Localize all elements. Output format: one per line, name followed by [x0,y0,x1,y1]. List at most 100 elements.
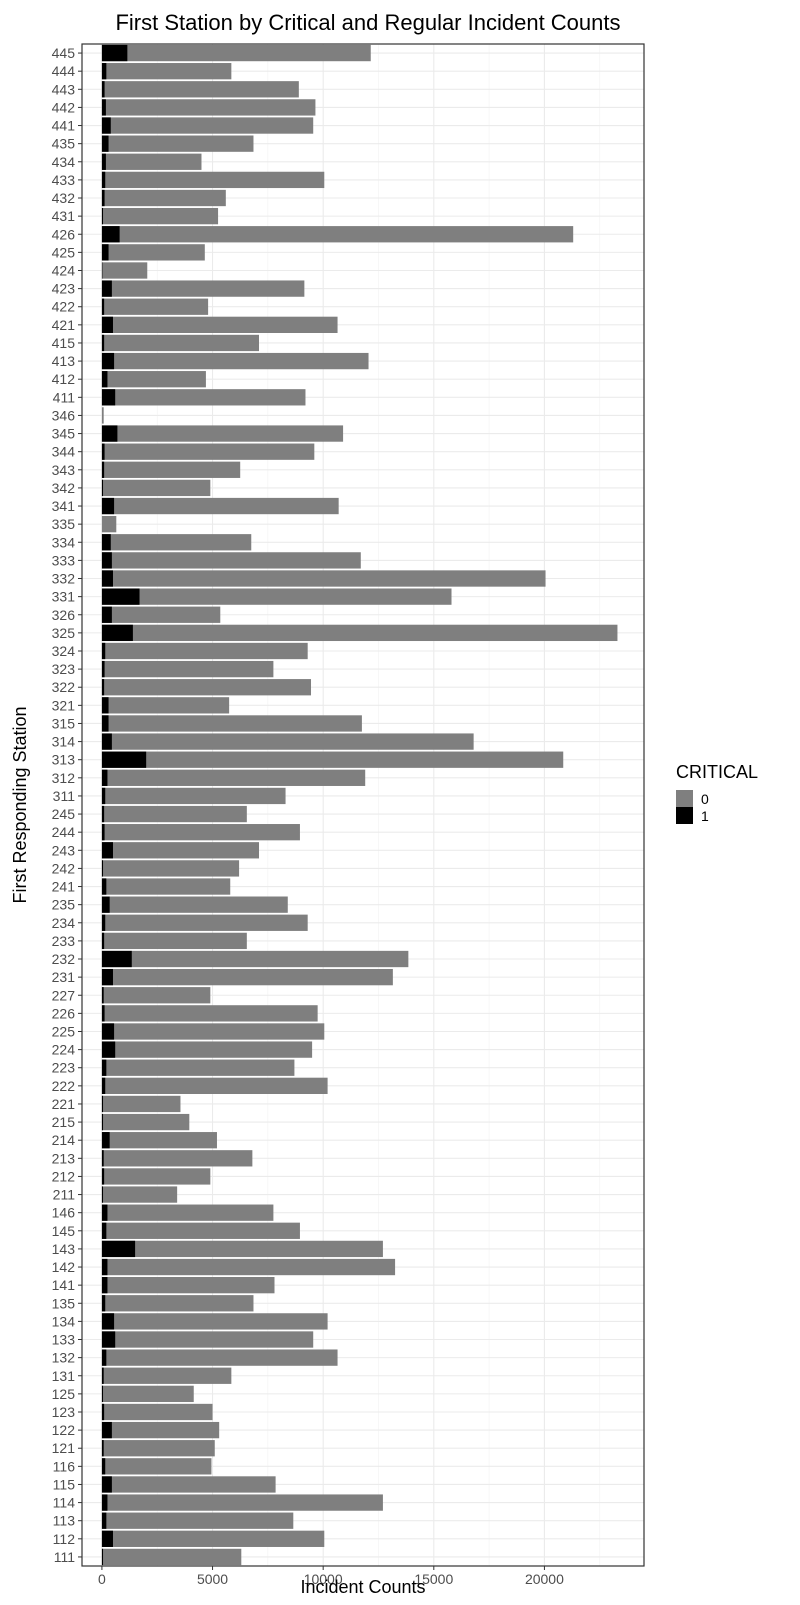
y-tick-label: 223 [52,1060,76,1076]
bar-regular [102,679,311,695]
bar-regular [102,262,147,278]
bar-critical [102,1422,112,1438]
y-tick-label: 215 [52,1114,76,1130]
bar-critical [102,1440,104,1456]
y-tick-label: 211 [53,1187,76,1203]
bar-regular [102,498,339,514]
y-tick-label: 222 [52,1078,76,1094]
bar-regular [102,1259,395,1275]
bar-regular [102,770,365,786]
y-tick-label: 322 [52,679,76,695]
bar-regular [102,63,231,79]
bar-regular [102,480,210,496]
y-tick-label: 234 [52,915,76,931]
y-tick-label: 314 [52,734,76,750]
bar-regular [102,335,259,351]
y-tick-label: 111 [54,1549,75,1565]
legend-label-0: 0 [701,791,709,807]
bar-critical [102,99,106,115]
y-tick-label: 434 [52,154,76,170]
bar-critical [102,299,104,315]
bar-regular [102,1531,324,1547]
bar-regular [102,226,573,242]
legend-title: CRITICAL [676,762,758,782]
bar-critical [102,625,133,641]
bar-regular [102,824,300,840]
bar-critical [102,172,105,188]
y-tick-label: 321 [52,697,76,713]
bar-regular [102,534,251,550]
y-tick-label: 422 [52,299,76,315]
bar-critical [102,715,109,731]
bar-regular [102,715,362,731]
bar-critical [102,661,105,677]
bar-critical [102,679,104,695]
bar-regular [102,733,474,749]
bar-regular [102,208,218,224]
bar-regular [102,607,220,623]
bar-critical [102,788,105,804]
y-tick-label: 231 [52,969,76,985]
y-tick-label: 442 [52,99,76,115]
bar-regular [102,462,240,478]
y-axis-title: First Responding Station [10,706,30,903]
bar-critical [102,570,113,586]
y-tick-label: 333 [52,552,76,568]
y-tick-label: 227 [52,987,76,1003]
y-tick-label: 413 [52,353,76,369]
bar-critical [102,63,106,79]
y-tick-label: 311 [53,788,76,804]
legend-swatch-1 [676,807,693,824]
bar-critical [102,280,112,296]
bar-critical [102,353,114,369]
bar-regular [102,1404,213,1420]
bar-regular [102,1422,219,1438]
bar-critical [102,1295,105,1311]
bar-critical [102,897,110,913]
bar-critical [102,806,104,822]
bar-critical [102,1223,106,1239]
bar-regular [102,752,563,768]
legend-swatch-0 [676,790,693,807]
bar-critical [102,117,111,133]
bar-critical [102,643,105,659]
y-tick-label: 233 [52,933,76,949]
bar-critical [102,1549,103,1565]
bar-regular [102,407,104,423]
bar-regular [102,661,273,677]
y-tick-label: 425 [52,244,76,260]
bar-critical [102,733,112,749]
y-tick-label: 426 [52,226,76,242]
bar-critical [102,933,104,949]
bar-regular [102,1513,293,1529]
bar-critical [102,588,140,604]
x-tick-label: 0 [98,1571,106,1587]
bar-regular [102,1041,312,1057]
y-tick-label: 145 [52,1223,76,1239]
bar-critical [102,81,105,97]
bar-regular [102,1060,294,1076]
y-tick-label: 141 [52,1277,76,1293]
bar-regular [102,806,247,822]
bar-regular [102,172,324,188]
bar-regular [102,117,313,133]
y-tick-label: 235 [52,897,76,913]
bar-critical [102,1458,105,1474]
chart-title: First Station by Critical and Regular In… [115,10,620,35]
bar-regular [102,1150,252,1166]
y-tick-label: 212 [52,1168,76,1184]
bar-regular [102,987,210,1003]
y-tick-label: 143 [52,1241,76,1257]
y-tick-label: 241 [52,879,76,895]
bar-critical [102,842,113,858]
bar-critical [102,607,112,623]
y-tick-label: 226 [52,1005,76,1021]
bar-regular [102,371,206,387]
y-tick-label: 313 [52,752,76,768]
y-tick-label: 331 [52,589,76,605]
bar-critical [102,1277,108,1293]
bar-regular [102,969,393,985]
y-tick-label: 421 [52,317,76,333]
bar-critical [102,45,127,61]
